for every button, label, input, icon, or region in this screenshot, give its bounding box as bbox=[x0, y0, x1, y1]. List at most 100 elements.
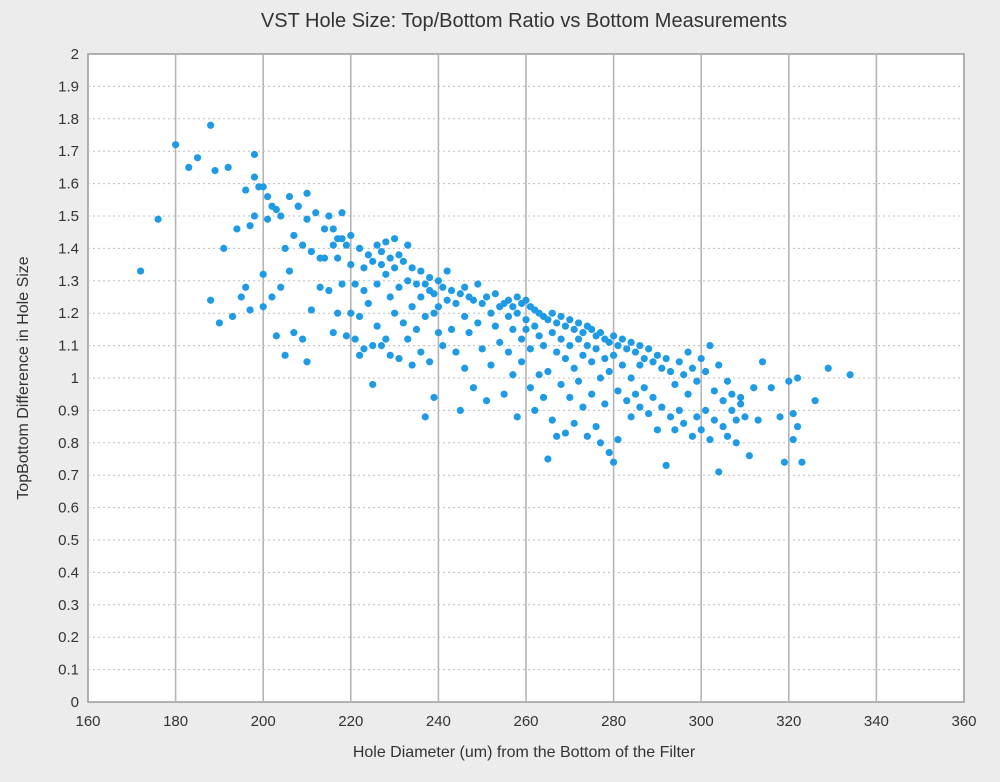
data-point bbox=[285, 267, 294, 275]
data-point bbox=[723, 432, 732, 440]
x-tick-label: 280 bbox=[601, 713, 626, 730]
y-tick-label: 0.2 bbox=[58, 629, 79, 646]
data-point bbox=[312, 209, 320, 217]
data-point bbox=[544, 316, 552, 324]
data-point bbox=[798, 458, 806, 466]
data-point bbox=[412, 280, 421, 288]
x-tick-label: 360 bbox=[951, 713, 976, 730]
data-point bbox=[421, 312, 429, 321]
data-point bbox=[369, 342, 377, 350]
data-point bbox=[386, 293, 394, 301]
data-point bbox=[373, 322, 381, 330]
data-point bbox=[386, 351, 394, 359]
y-tick-label: 1 bbox=[71, 370, 79, 387]
data-point bbox=[395, 354, 403, 363]
data-point bbox=[583, 432, 591, 440]
data-point bbox=[614, 342, 622, 350]
data-point bbox=[373, 241, 381, 249]
data-point bbox=[172, 141, 180, 149]
data-point bbox=[715, 468, 723, 476]
data-point bbox=[601, 400, 609, 408]
data-point bbox=[513, 309, 521, 317]
data-point bbox=[728, 406, 736, 414]
data-point bbox=[355, 312, 364, 321]
data-point bbox=[561, 322, 570, 330]
data-point bbox=[399, 257, 407, 265]
data-point bbox=[272, 332, 280, 340]
data-point bbox=[688, 364, 697, 372]
data-point bbox=[329, 329, 337, 337]
data-point bbox=[338, 280, 346, 288]
data-point bbox=[377, 261, 386, 269]
data-point bbox=[461, 312, 469, 321]
data-point bbox=[710, 416, 718, 424]
data-point bbox=[421, 413, 429, 421]
data-point bbox=[596, 374, 605, 382]
data-point bbox=[522, 325, 530, 333]
data-point bbox=[360, 345, 368, 353]
data-point bbox=[456, 290, 464, 298]
data-point bbox=[439, 342, 447, 350]
data-point bbox=[688, 432, 697, 440]
data-point bbox=[426, 273, 434, 282]
data-point bbox=[579, 403, 587, 411]
data-point bbox=[373, 280, 381, 288]
data-point bbox=[474, 280, 482, 288]
data-point bbox=[246, 306, 254, 314]
data-point bbox=[574, 377, 583, 385]
data-point bbox=[259, 183, 267, 191]
data-point bbox=[526, 384, 534, 392]
data-point bbox=[570, 364, 578, 372]
data-point bbox=[548, 416, 556, 424]
data-point bbox=[561, 354, 570, 363]
data-point bbox=[277, 212, 285, 220]
data-point bbox=[583, 342, 591, 350]
data-point bbox=[548, 309, 556, 317]
data-point bbox=[447, 286, 456, 295]
data-point bbox=[272, 205, 280, 214]
data-point bbox=[684, 348, 692, 356]
data-point bbox=[421, 280, 429, 288]
data-point bbox=[610, 458, 618, 466]
data-point bbox=[303, 189, 311, 197]
x-axis-ticks: 160 180 200 220 240 260 280 300 320 340 360 bbox=[75, 713, 976, 730]
data-point bbox=[610, 332, 618, 340]
data-point bbox=[706, 342, 714, 350]
data-point bbox=[408, 303, 416, 311]
data-point bbox=[570, 419, 578, 427]
data-point bbox=[539, 393, 548, 402]
x-tick-label: 220 bbox=[338, 713, 363, 730]
data-point bbox=[430, 309, 438, 317]
data-point bbox=[645, 345, 653, 353]
data-point bbox=[233, 225, 241, 233]
y-tick-label: 0.8 bbox=[58, 435, 79, 452]
data-point bbox=[719, 397, 727, 405]
data-point bbox=[579, 329, 587, 337]
data-point bbox=[561, 429, 570, 437]
data-point bbox=[250, 173, 259, 181]
data-point bbox=[259, 270, 267, 278]
data-point bbox=[723, 377, 732, 385]
x-tick-label: 320 bbox=[776, 713, 801, 730]
data-point bbox=[242, 186, 250, 194]
data-point bbox=[338, 235, 346, 243]
data-point bbox=[710, 387, 718, 395]
data-point bbox=[636, 403, 644, 411]
data-point bbox=[557, 380, 565, 389]
data-point bbox=[535, 371, 543, 379]
data-point bbox=[649, 358, 657, 366]
data-point bbox=[666, 413, 675, 421]
data-point bbox=[434, 303, 442, 311]
data-point bbox=[360, 286, 368, 295]
y-tick-label: 1.3 bbox=[58, 273, 79, 290]
data-point bbox=[329, 225, 337, 233]
data-point bbox=[404, 241, 412, 249]
data-point bbox=[780, 458, 789, 466]
data-point bbox=[719, 423, 727, 431]
data-point bbox=[758, 358, 767, 366]
data-point bbox=[518, 335, 526, 343]
data-point bbox=[430, 290, 438, 298]
data-point bbox=[574, 335, 583, 343]
data-point bbox=[640, 384, 648, 392]
